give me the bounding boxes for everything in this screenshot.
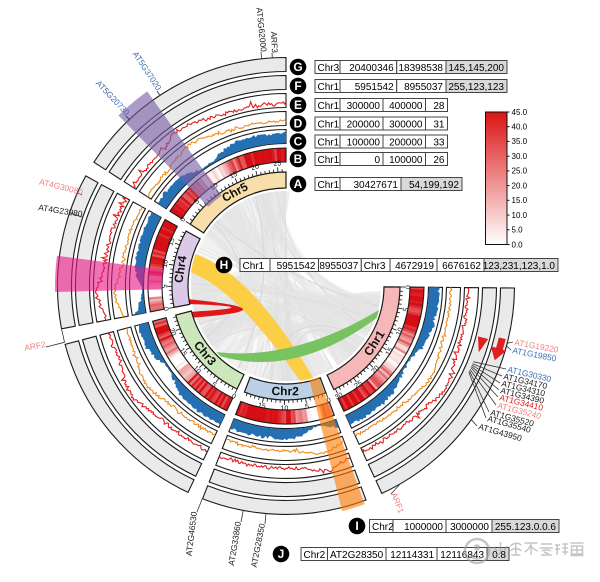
svg-text:Chr2: Chr2 [304,550,326,561]
svg-text:Chr1: Chr1 [318,101,340,112]
svg-text:200000: 200000 [389,138,423,149]
svg-text:0.0: 0.0 [512,240,524,249]
svg-text:B: B [294,152,303,166]
svg-text:30427671: 30427671 [354,180,399,191]
svg-text:25: 25 [273,160,281,168]
svg-text:26: 26 [433,155,445,166]
svg-text:Chr1: Chr1 [318,82,340,93]
svg-text:15.0: 15.0 [512,196,528,205]
svg-text:18398538: 18398538 [399,63,444,74]
svg-text:28: 28 [433,101,445,112]
svg-text:255.123.0.0.6: 255.123.0.0.6 [495,522,557,533]
svg-text:10: 10 [280,405,288,412]
svg-text:J: J [278,547,285,561]
svg-text:35.0: 35.0 [512,137,528,146]
svg-text:10.0: 10.0 [512,211,528,220]
svg-text:25.0: 25.0 [512,167,528,176]
svg-text:G: G [293,60,302,74]
svg-text:45.0: 45.0 [512,108,528,117]
svg-text:200000: 200000 [347,120,381,131]
svg-text:6676162: 6676162 [442,261,481,272]
svg-text:Chr1: Chr1 [318,155,340,166]
svg-text:8955037: 8955037 [319,261,358,272]
svg-text:5951542: 5951542 [277,261,316,272]
svg-text:10: 10 [162,259,170,268]
svg-text:ARF3: ARF3 [269,31,280,53]
svg-text:5951542: 5951542 [355,82,394,93]
svg-text:A: A [294,177,303,191]
svg-text:Chr3: Chr3 [364,261,386,272]
svg-text:1000000: 1000000 [404,522,443,533]
svg-text:30.0: 30.0 [512,152,528,161]
svg-text:40.0: 40.0 [512,123,528,132]
svg-text:Chr2: Chr2 [372,522,394,533]
svg-text:5.0: 5.0 [512,226,524,235]
svg-text:E: E [294,98,302,112]
svg-text:0: 0 [374,155,380,166]
svg-text:4672919: 4672919 [395,261,434,272]
svg-text:123,231,123,1.0: 123,231,123,1.0 [483,261,556,272]
svg-text:400000: 400000 [389,101,423,112]
svg-text:Chr1: Chr1 [243,261,265,272]
svg-text:Chr2: Chr2 [271,384,299,398]
svg-text:Chr3: Chr3 [318,63,340,74]
svg-text:H: H [220,258,229,272]
svg-text:0.8: 0.8 [492,550,506,561]
svg-text:AT2G28350: AT2G28350 [330,550,384,561]
svg-text:100000: 100000 [389,155,423,166]
svg-text:255,123,123: 255,123,123 [448,82,504,93]
svg-text:D: D [294,117,303,131]
svg-text:I: I [355,519,358,533]
svg-text:33: 33 [433,138,445,149]
svg-text:54,199,192: 54,199,192 [409,180,459,191]
svg-text:100000: 100000 [347,138,381,149]
svg-text:300000: 300000 [347,101,381,112]
svg-text:C: C [294,135,303,149]
svg-text:3000000: 3000000 [450,522,489,533]
svg-text:0: 0 [405,285,412,289]
svg-text:300000: 300000 [389,120,423,131]
svg-text:12114331: 12114331 [390,550,434,561]
svg-text:31: 31 [433,120,445,131]
svg-text:8955037: 8955037 [404,82,443,93]
svg-text:Chr1: Chr1 [318,180,340,191]
svg-text:145,145,200: 145,145,200 [448,63,504,74]
svg-text:Chr1: Chr1 [318,120,340,131]
svg-text:20400346: 20400346 [349,63,394,74]
svg-text:F: F [294,79,301,93]
svg-text:Chr1: Chr1 [318,138,340,149]
svg-text:20.0: 20.0 [512,181,528,190]
